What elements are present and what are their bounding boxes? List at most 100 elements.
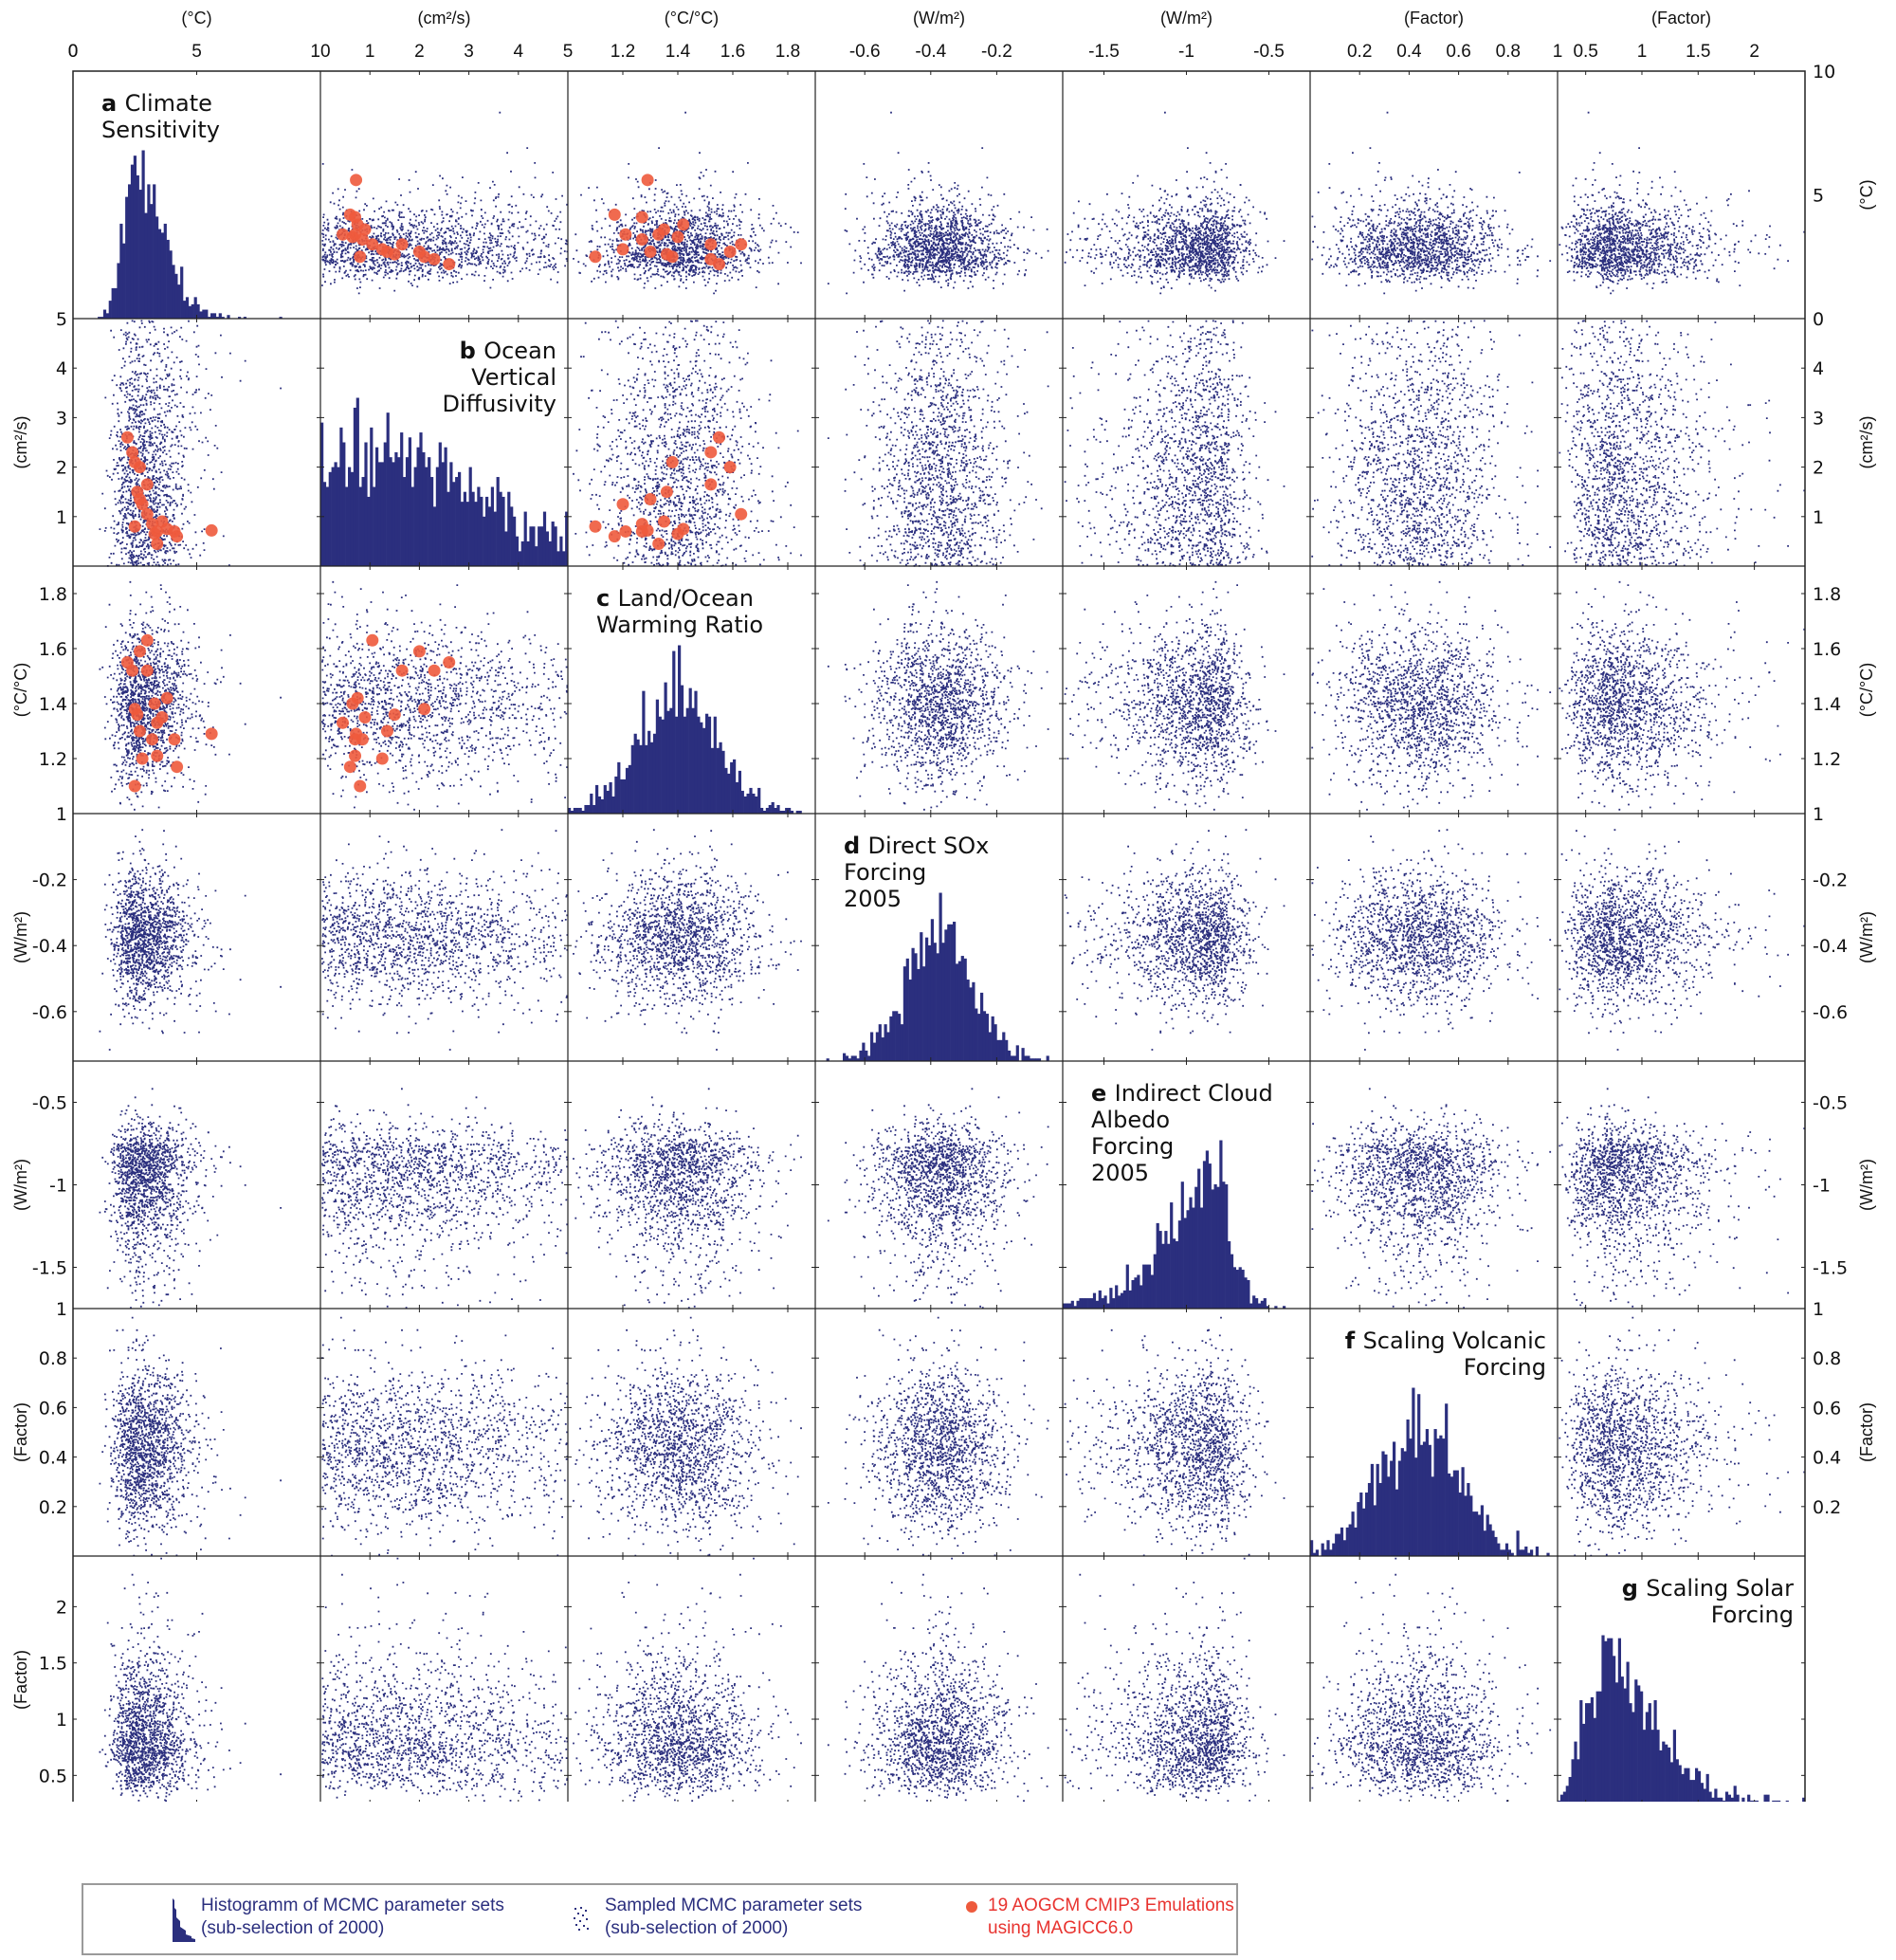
- emulation-point: [644, 246, 657, 259]
- panel-name: Climate: [125, 90, 212, 117]
- scatter-panel-e-g: [1064, 1557, 1285, 1802]
- panel-letter: e: [1091, 1080, 1115, 1107]
- emulation-point: [366, 238, 379, 251]
- histogram-bar: [1260, 1300, 1264, 1309]
- top-tick-label: 1.4: [665, 42, 691, 62]
- histogram-bar: [496, 477, 500, 566]
- histogram-bar: [535, 546, 538, 566]
- histogram-bar: [1464, 1495, 1468, 1556]
- scatter-panel-c-e: [573, 1088, 802, 1310]
- left-unit-label: (cm²/s): [11, 416, 30, 469]
- emulation-point: [140, 664, 154, 677]
- panel-letter: d: [844, 833, 868, 859]
- histogram-bar: [1015, 1045, 1019, 1061]
- histogram-bar: [400, 432, 404, 566]
- panel-name: Ocean: [483, 338, 556, 364]
- histogram-bar: [856, 1058, 860, 1061]
- histogram-bar: [169, 250, 173, 319]
- histogram-bar: [782, 810, 786, 814]
- histogram-bar: [1507, 1549, 1511, 1556]
- histogram-bar: [1766, 1794, 1770, 1802]
- right-tick-label: 1.4: [1813, 694, 1841, 715]
- panel-letter: b: [460, 338, 484, 364]
- histogram-bar: [119, 223, 123, 319]
- histogram-bar: [202, 309, 206, 319]
- histogram-bar: [1662, 1741, 1666, 1802]
- histogram-bar: [1024, 1055, 1028, 1061]
- sample-points: [1559, 1088, 1806, 1310]
- left-tick-label: 1.8: [39, 584, 67, 605]
- histogram-bar: [1147, 1264, 1152, 1309]
- histogram-bar: [361, 477, 365, 566]
- histogram-bar: [1228, 1241, 1231, 1309]
- top-tick-label: 0.5: [1573, 42, 1597, 62]
- emulation-point: [354, 779, 367, 793]
- panel-title-line: Diffusivity: [442, 391, 556, 417]
- histogram-bar: [685, 707, 689, 814]
- histogram-bar: [905, 958, 909, 1061]
- histogram-bar: [1002, 1032, 1006, 1061]
- legend-emulations-line1: 19 AOGCM CMIP3 Emulations: [988, 1896, 1234, 1915]
- histogram-bar: [788, 807, 792, 814]
- histogram-bar: [1546, 1552, 1550, 1556]
- histogram-bar: [238, 317, 242, 319]
- histogram-bar: [1587, 1703, 1592, 1802]
- histogram-panel-c: [568, 645, 802, 814]
- histogram-bar: [927, 944, 932, 1061]
- histogram-bar: [1340, 1527, 1344, 1556]
- histogram-bar: [1170, 1202, 1174, 1309]
- top-tick-label: 1: [1553, 42, 1563, 62]
- sample-points: [1559, 320, 1806, 567]
- top-tick-label: -1: [1178, 42, 1194, 62]
- histogram-bar: [1079, 1298, 1083, 1309]
- histogram-bar: [1431, 1476, 1434, 1556]
- histogram-bar: [1030, 1058, 1033, 1061]
- emulation-point: [616, 243, 629, 256]
- histogram-bar: [1359, 1493, 1363, 1556]
- histogram-bar: [1705, 1773, 1709, 1802]
- histogram-bar: [675, 716, 679, 814]
- histogram-bar: [1139, 1285, 1143, 1309]
- histogram-bar: [1131, 1279, 1135, 1309]
- emulation-point: [375, 243, 389, 256]
- histogram-bar: [1395, 1489, 1399, 1556]
- histogram-bar: [724, 767, 728, 814]
- emulation-point: [443, 656, 456, 669]
- emulation-point: [589, 520, 602, 533]
- emulation-point: [641, 523, 654, 537]
- emulation-point: [171, 760, 184, 774]
- histogram-bar: [1623, 1688, 1627, 1802]
- histogram-bar: [1669, 1762, 1674, 1802]
- histogram-bar: [153, 184, 156, 319]
- histogram-bar: [898, 1014, 902, 1061]
- histogram-bar: [1723, 1800, 1726, 1802]
- histogram-bar: [102, 309, 107, 319]
- histogram-bar: [389, 457, 392, 566]
- emulation-point: [126, 664, 139, 677]
- emulation-point: [140, 507, 154, 521]
- scatter-panel-b-d: [321, 829, 569, 1051]
- left-tick-label: 0.6: [39, 1398, 67, 1419]
- histogram-bar: [428, 457, 431, 566]
- histogram-bar: [98, 317, 101, 319]
- histogram-bar: [1634, 1679, 1638, 1802]
- top-tick-label: -1.5: [1088, 42, 1120, 62]
- emulation-point: [677, 522, 690, 536]
- histogram-bar: [1095, 1300, 1099, 1309]
- histogram-bar: [1315, 1549, 1319, 1556]
- sample-points: [321, 1316, 569, 1557]
- emulation-point: [644, 493, 657, 506]
- histogram-bar: [1164, 1231, 1168, 1309]
- histogram-bar: [1488, 1524, 1492, 1556]
- sample-points: [573, 111, 802, 295]
- histogram-bar: [795, 810, 799, 814]
- sample-points: [1559, 829, 1806, 1051]
- histogram-bar: [1381, 1451, 1385, 1556]
- histogram-bar: [1736, 1794, 1740, 1802]
- histogram-bar: [1125, 1264, 1129, 1309]
- histogram-bar: [1403, 1451, 1407, 1556]
- histogram-bar: [1727, 1794, 1731, 1802]
- histogram-bar: [1208, 1163, 1212, 1309]
- right-tick-label: 4: [1813, 358, 1824, 379]
- histogram-bar: [881, 1037, 884, 1061]
